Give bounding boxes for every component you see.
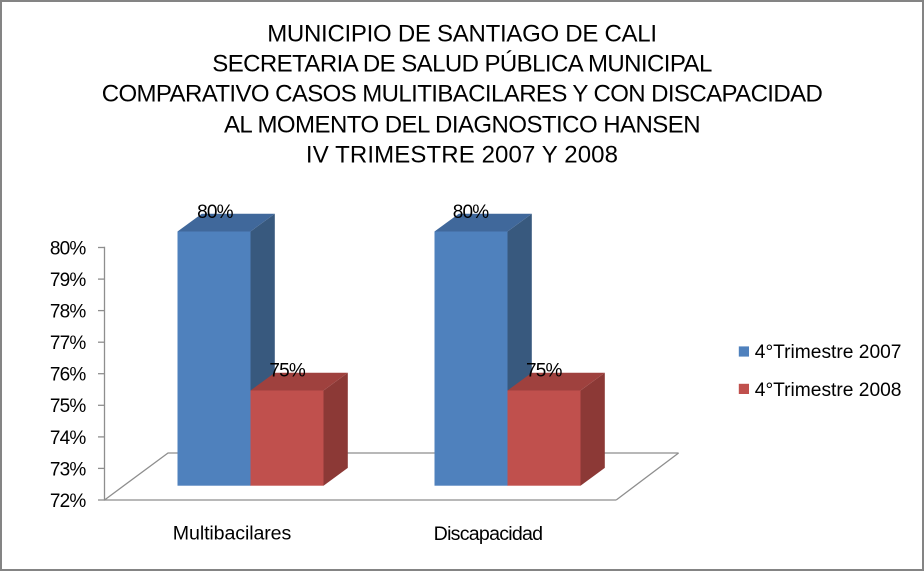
svg-text:80%: 80% [197,202,234,223]
svg-text:75%: 75% [269,360,306,381]
svg-text:77%: 77% [50,333,87,354]
svg-text:IV TRIMESTRE 2007 Y 2008: IV TRIMESTRE 2007 Y 2008 [306,142,618,169]
svg-text:MUNICIPIO DE SANTIAGO DE CALI: MUNICIPIO DE SANTIAGO DE CALI [267,21,657,48]
svg-text:80%: 80% [453,202,490,223]
svg-text:Multibacilares: Multibacilares [173,522,292,544]
svg-text:80%: 80% [50,238,87,259]
svg-text:SECRETARIA DE SALUD PÚBLICA MU: SECRETARIA DE SALUD PÚBLICA MUNICIPAL [212,50,712,77]
svg-text:4°Trimestre 2007: 4°Trimestre 2007 [755,342,902,363]
svg-text:4°Trimestre 2008: 4°Trimestre 2008 [755,380,902,401]
svg-text:72%: 72% [50,491,87,512]
svg-text:COMPARATIVO CASOS MULITIBACILA: COMPARATIVO CASOS MULITIBACILARES Y CON … [102,80,823,107]
svg-text:AL MOMENTO DEL DIAGNOSTICO HAN: AL MOMENTO DEL DIAGNOSTICO HANSEN [224,112,700,139]
svg-text:73%: 73% [50,459,87,480]
svg-text:Discapacidad: Discapacidad [434,523,543,545]
svg-text:78%: 78% [50,302,87,323]
svg-text:74%: 74% [50,428,87,449]
svg-text:75%: 75% [50,396,87,417]
svg-text:75%: 75% [526,360,563,381]
svg-text:76%: 76% [50,365,87,386]
svg-text:79%: 79% [50,270,87,291]
